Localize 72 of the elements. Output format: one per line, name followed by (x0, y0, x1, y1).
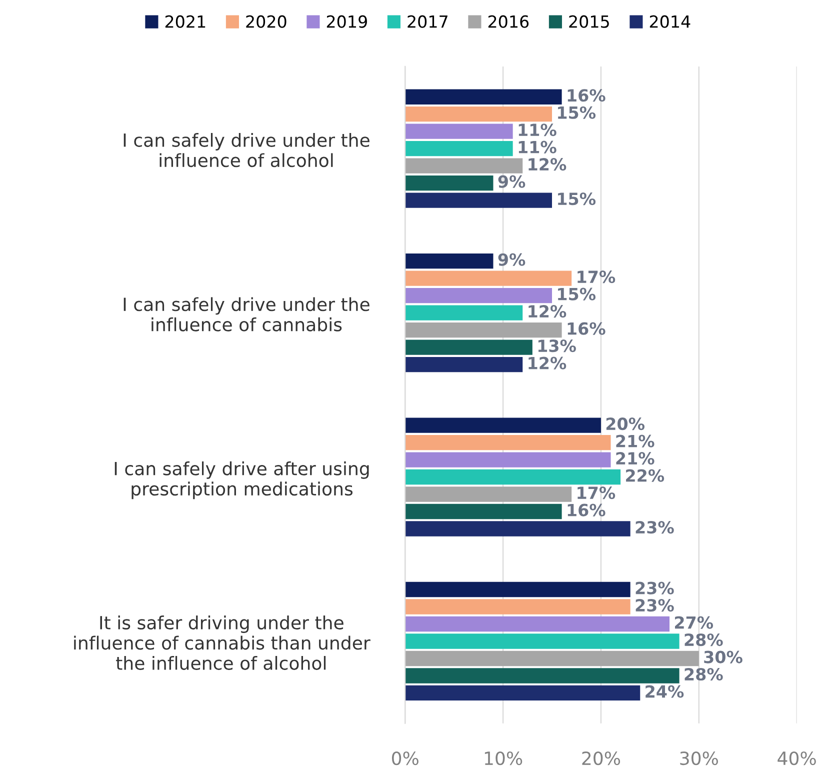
data-label: 17% (578, 486, 616, 500)
data-label: 12% (528, 158, 566, 171)
legend-label: 2019 (326, 15, 367, 28)
data-label: 12% (528, 356, 566, 370)
data-label: 13% (538, 340, 576, 352)
legend-label: 2016 (488, 15, 529, 28)
data-label: 9% (498, 175, 526, 188)
bar (405, 650, 699, 666)
data-label: 24% (646, 685, 684, 698)
data-label: 20% (606, 418, 644, 430)
data-label: 9% (498, 253, 526, 266)
data-label: 16% (568, 322, 606, 335)
data-label: 21% (616, 434, 654, 448)
x-tick-label: 20% (582, 751, 620, 766)
legend-label: 2015 (569, 15, 609, 28)
bar (405, 322, 562, 338)
legend-label: 2014 (650, 15, 690, 28)
x-tick-label: 30% (680, 751, 718, 766)
bar (405, 486, 572, 502)
bar (405, 106, 552, 122)
x-tick-label: 10% (484, 751, 522, 766)
bar (405, 192, 552, 208)
bar (405, 140, 513, 156)
bar (405, 582, 630, 598)
data-label: 15% (558, 106, 596, 119)
data-label: 23% (636, 582, 674, 594)
data-label: 15% (558, 192, 596, 206)
legend-label: 2017 (408, 15, 448, 28)
y-tick-label: It is safer driving under the influence of cannabis than under the influence of alcohol (74, 616, 370, 670)
bar (405, 158, 523, 174)
bar (405, 616, 670, 632)
bar (405, 418, 601, 433)
bar (405, 504, 562, 520)
y-tick-label: I can safely drive after using prescription medications (114, 461, 369, 500)
bar (405, 89, 562, 104)
data-label: 22% (626, 469, 664, 482)
data-label: 16% (568, 504, 606, 516)
data-label: 11% (518, 124, 556, 136)
bar (405, 668, 680, 684)
x-tick-label: 40% (778, 751, 816, 766)
legend-label: 2020 (246, 15, 286, 28)
data-label: 21% (616, 452, 654, 465)
x-tick-label: 0% (392, 751, 418, 766)
bar (405, 288, 552, 304)
data-label: 23% (636, 520, 674, 534)
data-label: 30% (704, 650, 742, 664)
bar (405, 356, 523, 372)
bar (405, 253, 494, 269)
data-label: 12% (528, 305, 566, 318)
bar (405, 685, 640, 701)
data-label: 11% (518, 140, 556, 154)
bar (405, 340, 532, 355)
bar (405, 469, 621, 485)
legend-label: 2021 (165, 15, 206, 28)
data-label: 15% (558, 288, 596, 300)
bar (405, 434, 611, 450)
bar (405, 124, 513, 139)
data-label: 28% (684, 668, 723, 681)
bar (405, 175, 494, 191)
data-label: 23% (636, 598, 674, 612)
data-label: 17% (578, 270, 616, 284)
data-label: 16% (568, 89, 606, 102)
data-label: 28% (684, 633, 723, 646)
bar (405, 305, 523, 320)
bar (405, 270, 572, 286)
bar (405, 521, 630, 536)
y-tick-label: I can safely drive under the influence of alcohol (124, 132, 370, 168)
data-label: 27% (675, 616, 714, 629)
bar (405, 452, 611, 468)
bar (405, 634, 680, 649)
y-tick-label: I can safely drive under the influence of cannabis (124, 297, 370, 332)
bar (405, 599, 630, 614)
